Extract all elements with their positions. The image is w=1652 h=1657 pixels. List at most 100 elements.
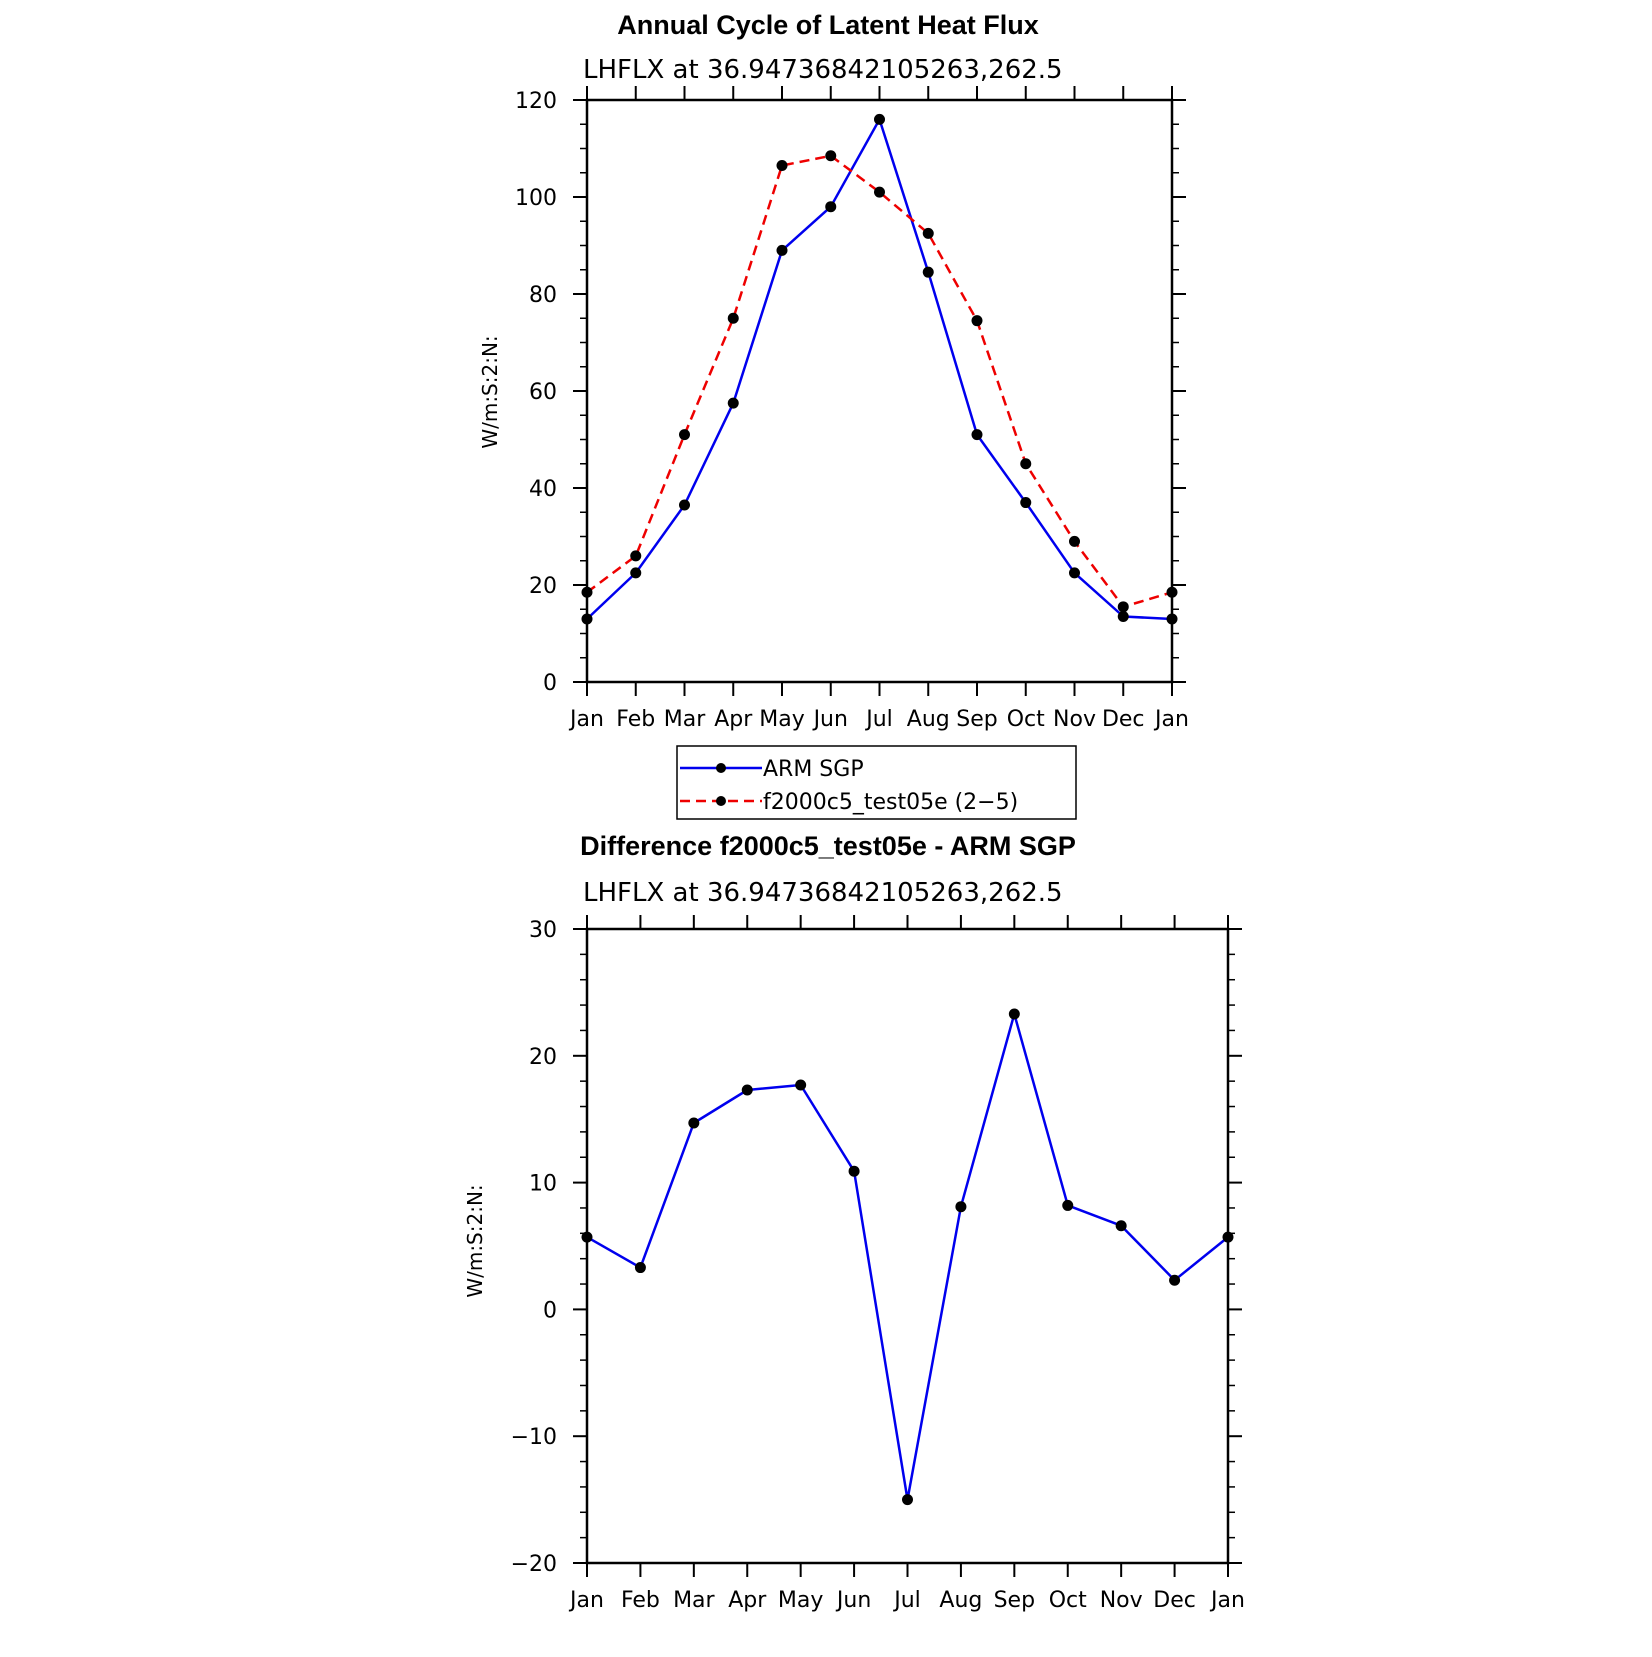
chart-2-tick-labels: −20 −10 0 10 20 30 Jan Feb Mar Apr May Jun Jul Aug Sep…: [511, 918, 1245, 1613]
series-1-point: [955, 1201, 967, 1213]
chart-2-subtitle: LHFLX at 36.94736842105263,262.5: [583, 878, 1063, 908]
y-tick-label: 80: [529, 283, 557, 308]
y-tick-label: −10: [511, 1425, 557, 1450]
series-1-point: [679, 499, 690, 511]
series-1-point: [581, 613, 593, 625]
chart-1-plot-area: [581, 113, 1178, 625]
series-1-point: [727, 397, 739, 409]
x-tick-label: Jan: [568, 1588, 604, 1613]
chart-2-ylabel: W/m:S:2:N:: [463, 1184, 487, 1297]
series-2-point: [971, 315, 983, 327]
x-tick-label: Jun: [812, 707, 848, 732]
series-2-point: [630, 550, 642, 562]
series-1-point: [741, 1084, 753, 1096]
series-2-point: [1166, 586, 1178, 598]
x-tick-label: Feb: [616, 707, 655, 732]
chart-2-axes: [573, 915, 1242, 1577]
x-tick-label: Jan: [1209, 1588, 1245, 1613]
y-tick-label: 0: [543, 1298, 557, 1323]
x-tick-label: Mar: [673, 1588, 715, 1613]
x-tick-label: Apr: [714, 707, 753, 732]
series-1-point: [922, 266, 934, 278]
x-tick-label: Jun: [835, 1588, 871, 1613]
series-2-point: [679, 429, 690, 441]
series-1-point: [971, 429, 983, 441]
y-tick-label: 40: [529, 477, 557, 502]
series-2-point: [776, 159, 788, 171]
series-1-point: [825, 201, 837, 213]
series-line-1: [586, 1012, 1229, 1501]
x-tick-label: Jan: [568, 707, 604, 732]
series-2-point: [1117, 601, 1129, 613]
x-tick-label: Oct: [1049, 1588, 1087, 1613]
x-tick-label: Jul: [864, 707, 893, 732]
series-2-point: [581, 586, 593, 598]
chart-1-axes: [573, 86, 1186, 696]
series-1-point: [630, 567, 642, 579]
x-tick-label: Nov: [1100, 1588, 1143, 1613]
legend: ARM SGP f2000c5_test05e (2−5): [676, 745, 1077, 820]
y-tick-label: −20: [511, 1552, 557, 1577]
chart-1: Annual Cycle of Latent Heat Flux LHFLX a…: [478, 10, 1189, 732]
y-tick-label: 20: [529, 1045, 557, 1070]
y-tick-label: 30: [529, 918, 557, 943]
series-1-point: [848, 1165, 860, 1177]
x-tick-label: Oct: [1007, 707, 1045, 732]
x-tick-label: Feb: [621, 1588, 660, 1613]
x-tick-label: Sep: [956, 707, 997, 732]
y-tick-label: 60: [529, 380, 557, 405]
legend-marker-arm-sgp: [716, 763, 726, 773]
legend-marker-f2000c5: [716, 796, 726, 806]
series-2-point: [922, 227, 934, 239]
series-2-point: [1020, 458, 1032, 470]
y-tick-label: 100: [515, 186, 557, 211]
series-1-point: [776, 244, 788, 256]
series-1-point: [1020, 497, 1032, 509]
y-tick-label: 20: [529, 574, 557, 599]
x-tick-label: Dec: [1102, 707, 1145, 732]
x-tick-label: Dec: [1153, 1588, 1196, 1613]
series-1-point: [634, 1262, 646, 1274]
x-tick-label: May: [759, 707, 804, 732]
x-tick-label: Mar: [664, 707, 706, 732]
chart-1-tick-labels: 0 20 40 60 80 100 120 Jan Feb Mar Apr May Jun Jul Aug S…: [515, 89, 1189, 732]
series-1-point: [1117, 611, 1129, 623]
series-1-point: [795, 1079, 807, 1091]
series-2-point: [727, 312, 739, 324]
y-tick-label: 120: [515, 89, 557, 114]
x-tick-label: Aug: [939, 1588, 982, 1613]
x-tick-label: Jan: [1153, 707, 1189, 732]
chart-2: Difference f2000c5_test05e - ARM SGP LHF…: [463, 831, 1245, 1613]
series-1-point: [1166, 613, 1178, 625]
series-1-point: [1069, 567, 1080, 579]
series-1-point: [1222, 1231, 1234, 1243]
series-1-point: [688, 1117, 700, 1129]
series-1-point: [1115, 1220, 1127, 1232]
x-tick-label: Nov: [1053, 707, 1096, 732]
chart-2-title: Difference f2000c5_test05e - ARM SGP: [580, 831, 1076, 861]
x-tick-label: Aug: [907, 707, 950, 732]
chart-1-title: Annual Cycle of Latent Heat Flux: [617, 10, 1039, 40]
series-2-point: [1069, 535, 1080, 547]
chart-2-plot-area: [581, 1008, 1234, 1506]
chart-1-subtitle: LHFLX at 36.94736842105263,262.5: [583, 55, 1063, 85]
series-1-point: [902, 1494, 913, 1506]
series-1-point: [1008, 1008, 1020, 1020]
plot-frame: [585, 927, 1230, 1565]
series-2-point: [825, 150, 837, 162]
series-2-point: [874, 186, 885, 198]
x-tick-label: Jul: [892, 1588, 921, 1613]
chart-1-ylabel: W/m:S:2:N:: [478, 335, 502, 448]
series-1-point: [581, 1231, 593, 1243]
x-tick-label: Apr: [728, 1588, 767, 1613]
x-tick-label: May: [778, 1588, 823, 1613]
y-tick-label: 0: [543, 671, 557, 696]
series-line-2: [586, 154, 1173, 609]
legend-item-arm-sgp: ARM SGP: [680, 757, 864, 782]
legend-label-f2000c5: f2000c5_test05e (2−5): [763, 790, 1018, 815]
legend-box: [676, 745, 1077, 820]
legend-label-arm-sgp: ARM SGP: [763, 757, 864, 782]
legend-item-f2000c5: f2000c5_test05e (2−5): [680, 790, 1018, 815]
